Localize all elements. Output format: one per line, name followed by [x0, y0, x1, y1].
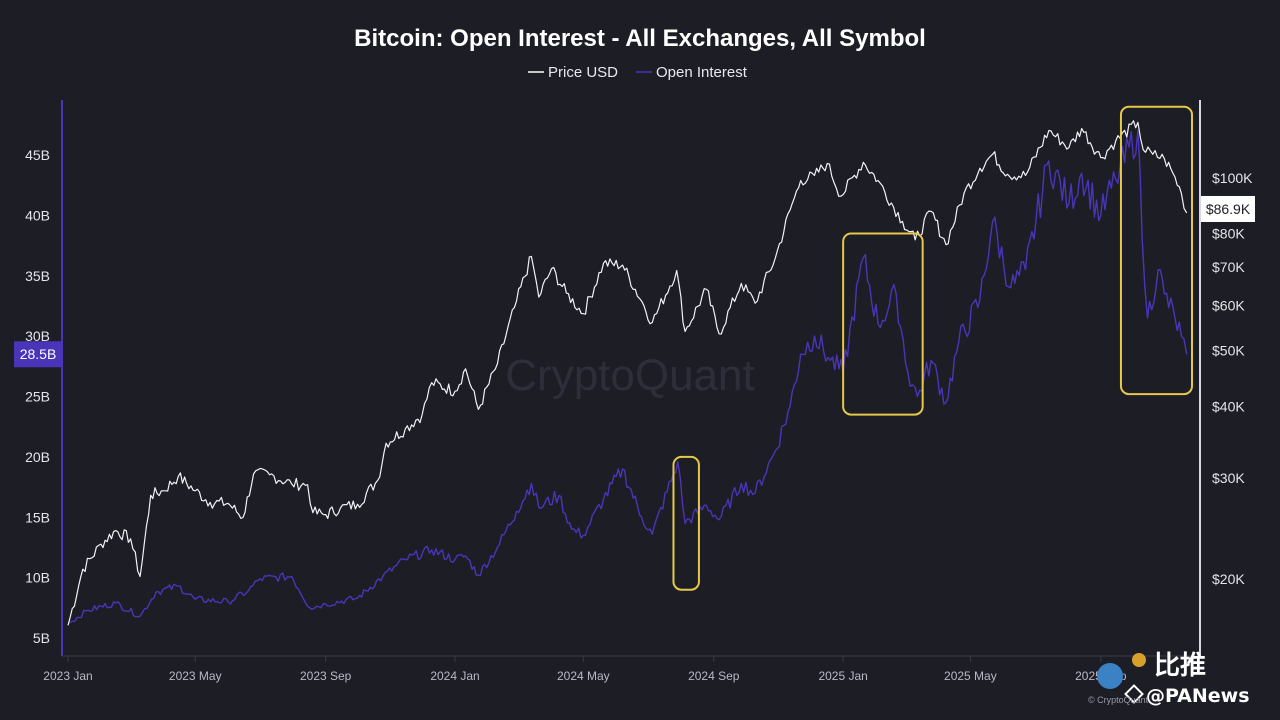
footer-credit: © CryptoQuant	[1088, 695, 1149, 705]
bird-logo-icon	[1097, 663, 1123, 689]
x-tick-label: 2024 May	[557, 669, 610, 683]
left-badge-background	[14, 341, 62, 368]
left-tick-label: 5B	[33, 630, 50, 646]
x-tick-label: 2025 May	[944, 669, 997, 683]
left-axis-ticks: 5B 10B 15B 20B 25B 30B 35B 40B 45B	[25, 147, 50, 646]
chart-title: Bitcoin: Open Interest - All Exchanges, …	[354, 25, 926, 52]
left-badge-label: 28.5B	[20, 346, 57, 362]
right-tick-label: $60K	[1212, 297, 1245, 313]
right-tick-label: $100K	[1212, 170, 1253, 186]
left-tick-label: 35B	[25, 268, 50, 284]
x-tick-label: 2023 Sep	[300, 669, 352, 683]
x-axis-ticks: 2023 Jan 2023 May 2023 Sep 2024 Jan 2024 May…	[43, 656, 1127, 683]
cryptoquant-watermark: CryptoQuant	[505, 351, 754, 400]
x-tick-label: 2025 Jan	[818, 669, 867, 683]
highlight-boxes	[672, 105, 1193, 591]
left-tick-label: 45B	[25, 147, 50, 163]
left-tick-label: 40B	[25, 207, 50, 223]
x-tick-label: 2024 Sep	[688, 669, 740, 683]
highlight-box-1	[672, 455, 700, 591]
left-tick-label: 25B	[25, 389, 50, 405]
legend-oi-label[interactable]: Open Interest	[656, 64, 748, 81]
right-badge-background	[1201, 195, 1255, 222]
left-tick-label: 20B	[25, 449, 50, 465]
right-axis-ticks: $20K $30K $40K $50K $60K $70K $80K $100K	[1212, 170, 1253, 587]
left-tick-label: 30B	[25, 328, 50, 344]
x-tick-label: 2023 Jan	[43, 669, 92, 683]
right-tick-label: $80K	[1212, 226, 1245, 242]
right-badge-label: $86.9K	[1206, 201, 1251, 217]
right-tick-label: $20K	[1212, 571, 1245, 587]
panews-logo-overlay: 比推 @PANews © CryptoQuant	[1088, 651, 1250, 707]
x-tick-label: 2024 Jan	[430, 669, 479, 683]
legend: Price USD Open Interest	[528, 64, 748, 81]
highlight-box-2	[842, 232, 924, 416]
right-tick-label: $70K	[1212, 259, 1245, 275]
right-tick-label: $30K	[1212, 470, 1245, 486]
right-tick-label: $40K	[1212, 398, 1245, 414]
legend-price-label[interactable]: Price USD	[548, 64, 618, 81]
highlight-box-3	[1119, 105, 1193, 396]
x-tick-label: 2023 May	[169, 669, 222, 683]
price-series-line	[67, 120, 1188, 626]
panews-diamond-icon	[1124, 684, 1144, 704]
coin-logo-icon	[1132, 653, 1146, 667]
bitui-logo-text: 比推	[1154, 651, 1206, 681]
left-tick-label: 10B	[25, 570, 50, 586]
right-tick-label: $50K	[1212, 343, 1245, 359]
left-current-value-badge: 28.5B	[14, 341, 62, 368]
left-tick-label: 15B	[25, 509, 50, 525]
panews-logo-text: @PANews	[1146, 685, 1250, 707]
right-current-value-badge: $86.9K	[1201, 195, 1255, 222]
open-interest-series-line	[67, 130, 1188, 625]
